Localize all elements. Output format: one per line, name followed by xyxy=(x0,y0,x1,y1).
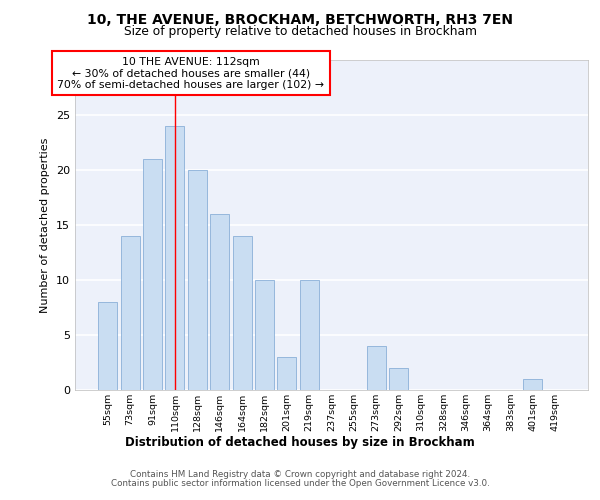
Bar xyxy=(299,280,319,390)
Text: Size of property relative to detached houses in Brockham: Size of property relative to detached ho… xyxy=(124,25,476,38)
Bar xyxy=(98,302,118,390)
Y-axis label: Number of detached properties: Number of detached properties xyxy=(40,138,50,312)
Bar xyxy=(523,379,542,390)
Text: 10, THE AVENUE, BROCKHAM, BETCHWORTH, RH3 7EN: 10, THE AVENUE, BROCKHAM, BETCHWORTH, RH… xyxy=(87,12,513,26)
Text: 10 THE AVENUE: 112sqm
← 30% of detached houses are smaller (44)
70% of semi-deta: 10 THE AVENUE: 112sqm ← 30% of detached … xyxy=(57,56,324,90)
Bar xyxy=(143,159,162,390)
Bar xyxy=(233,236,251,390)
Bar xyxy=(277,357,296,390)
Bar xyxy=(166,126,184,390)
Bar xyxy=(121,236,140,390)
Text: Distribution of detached houses by size in Brockham: Distribution of detached houses by size … xyxy=(125,436,475,449)
Text: Contains HM Land Registry data © Crown copyright and database right 2024.: Contains HM Land Registry data © Crown c… xyxy=(130,470,470,479)
Text: Contains public sector information licensed under the Open Government Licence v3: Contains public sector information licen… xyxy=(110,479,490,488)
Bar xyxy=(188,170,207,390)
Bar xyxy=(389,368,408,390)
Bar xyxy=(255,280,274,390)
Bar xyxy=(210,214,229,390)
Bar xyxy=(367,346,386,390)
